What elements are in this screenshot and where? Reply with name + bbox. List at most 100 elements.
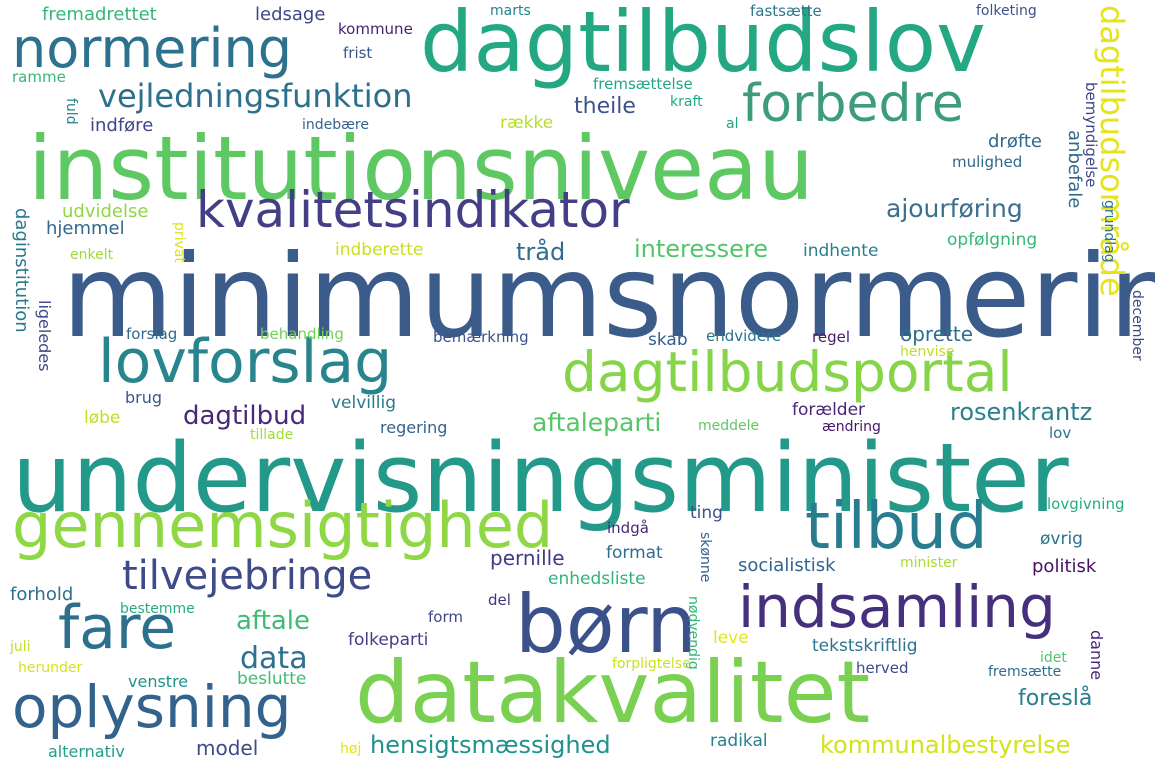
word-behandling: behandling <box>260 325 344 343</box>
word-brug: brug <box>125 388 163 407</box>
word-enkelt: enkelt <box>70 247 114 263</box>
word-datakvalitet: datakvalitet <box>355 643 871 743</box>
word-aftaleparti: aftaleparti <box>532 408 662 437</box>
word-venstre: venstre <box>128 672 189 691</box>
word-forbedre: forbedre <box>742 74 964 134</box>
word-indsamling: indsamling <box>738 573 1056 641</box>
word-boern: børn <box>515 578 697 671</box>
word-format: format <box>606 543 663 563</box>
word-anbefale: anbefale <box>1064 130 1085 209</box>
word-grundlag: grundlag <box>1101 200 1117 263</box>
word-enhedsliste: enhedsliste <box>548 569 646 589</box>
word-tekstskriftlig: tekstskriftlig <box>812 636 918 656</box>
word-folkeparti: folkeparti <box>348 630 429 650</box>
word-fremadrettet: fremadrettet <box>42 4 157 25</box>
word-ting: ting <box>690 503 723 523</box>
word-droefte: drøfte <box>988 131 1042 152</box>
word-ajourfoering: ajourføring <box>886 194 1023 223</box>
word-lovgivning: lovgivning <box>1047 495 1125 513</box>
word-opfoelgning: opfølgning <box>947 230 1038 250</box>
word-juli: juli <box>10 639 31 655</box>
word-traad: tråd <box>516 238 566 266</box>
word-meddele: meddele <box>698 418 760 434</box>
word-kraft: kraft <box>670 94 703 110</box>
word-lovforslag: lovforslag <box>98 327 393 397</box>
word-interessere: interessere <box>634 235 769 263</box>
word-data: data <box>240 641 308 676</box>
word-kommunalbestyrelse: kommunalbestyrelse <box>820 731 1071 759</box>
word-herved: herved <box>856 659 909 677</box>
word-fare: fare <box>58 593 177 663</box>
word-skab: skab <box>648 330 688 350</box>
word-tilvejebringe: tilvejebringe <box>122 553 373 599</box>
word-theile: theile <box>574 94 636 119</box>
word-vejledningsfunktion: vejledningsfunktion <box>98 77 413 115</box>
word-forhold: forhold <box>10 584 74 605</box>
word-rosenkrantz: rosenkrantz <box>950 398 1093 426</box>
word-velvillig: velvillig <box>331 393 396 413</box>
word-udvidelse: udvidelse <box>62 201 149 222</box>
word-normering: normering <box>12 17 293 80</box>
word-al: al <box>726 116 739 132</box>
word-bemyndigelse: bemyndigelse <box>1082 82 1100 188</box>
word-raekke: række <box>500 113 554 133</box>
word-form: form <box>428 608 463 626</box>
word-dagtilbudslov: dagtilbudslov <box>420 0 986 91</box>
word-indhente: indhente <box>803 241 879 261</box>
word-model: model <box>196 736 259 760</box>
word-ligeledes: ligeledes <box>35 300 54 372</box>
word-institutionsniveau: institutionsniveau <box>28 117 814 220</box>
word-endvidere: endvidere <box>706 327 782 345</box>
word-minister: minister <box>900 555 958 571</box>
word-fastsaette: fastsætte <box>750 2 822 20</box>
word-indebaere: indebære <box>302 117 369 133</box>
word-oevrig: øvrig <box>1040 529 1083 549</box>
word-kvalitetsindikator: kvalitetsindikator <box>196 181 630 239</box>
word-danne: danne <box>1087 630 1106 681</box>
word-gennemsigtighed: gennemsigtighed <box>12 489 554 562</box>
word-fremsaette: fremsætte <box>988 664 1062 680</box>
word-dagtilbudsportal: dagtilbudsportal <box>562 340 1013 404</box>
word-minimumsnormering: minimumsnormering <box>62 230 1155 363</box>
word-bemaerkning: bemærkning <box>433 328 529 346</box>
word-indgaa: indgå <box>607 519 649 537</box>
word-privat: privat <box>171 222 187 263</box>
word-indberette: indberette <box>335 240 424 260</box>
word-noedvendig: nødvendig <box>685 596 701 670</box>
word-daginstitution: daginstitution <box>11 208 32 333</box>
word-foreslaa: foreslå <box>1018 686 1093 711</box>
word-oplysning: oplysning <box>12 673 292 741</box>
word-fremsaettelse: fremsættelse <box>593 75 693 93</box>
word-foraelder: forælder <box>792 400 866 420</box>
word-regel: regel <box>812 328 850 346</box>
word-lov: lov <box>1049 424 1072 442</box>
word-loebe: løbe <box>84 408 121 428</box>
word-henvise: henvise <box>900 344 955 360</box>
word-undervisningsminister: undervisningsminister <box>12 424 1069 534</box>
word-december: december <box>1129 290 1145 361</box>
word-dagtilbudsomraade: dagtilbudsområde <box>1093 5 1131 297</box>
word-leve: leve <box>713 628 749 648</box>
word-politisk: politisk <box>1032 556 1097 577</box>
word-dagtilbud: dagtilbud <box>183 401 307 431</box>
word-beslutte: beslutte <box>237 669 307 689</box>
word-marts: marts <box>490 3 531 19</box>
word-bestemme: bestemme <box>120 601 195 617</box>
word-ramme: ramme <box>12 68 66 86</box>
word-tilbud: tilbud <box>805 490 988 564</box>
word-hjemmel: hjemmel <box>46 218 125 239</box>
word-mulighed: mulighed <box>952 153 1023 171</box>
word-forpligtelse: forpligtelse <box>612 656 691 672</box>
word-tillade: tillade <box>250 427 294 443</box>
word-forslag: forslag <box>126 325 178 343</box>
word-kommune: kommune <box>338 20 413 38</box>
word-alternativ: alternativ <box>48 742 125 761</box>
word-hoej: høj <box>340 741 362 757</box>
word-regering: regering <box>380 418 448 437</box>
word-herunder: herunder <box>18 660 83 676</box>
word-idet: idet <box>1040 650 1067 666</box>
word-fuld: fuld <box>63 98 79 125</box>
word-socialistisk: socialistisk <box>738 555 836 576</box>
word-folketing: folketing <box>976 3 1037 19</box>
